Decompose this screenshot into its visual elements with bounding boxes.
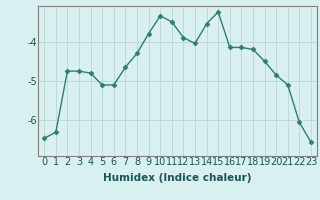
- X-axis label: Humidex (Indice chaleur): Humidex (Indice chaleur): [103, 173, 252, 183]
